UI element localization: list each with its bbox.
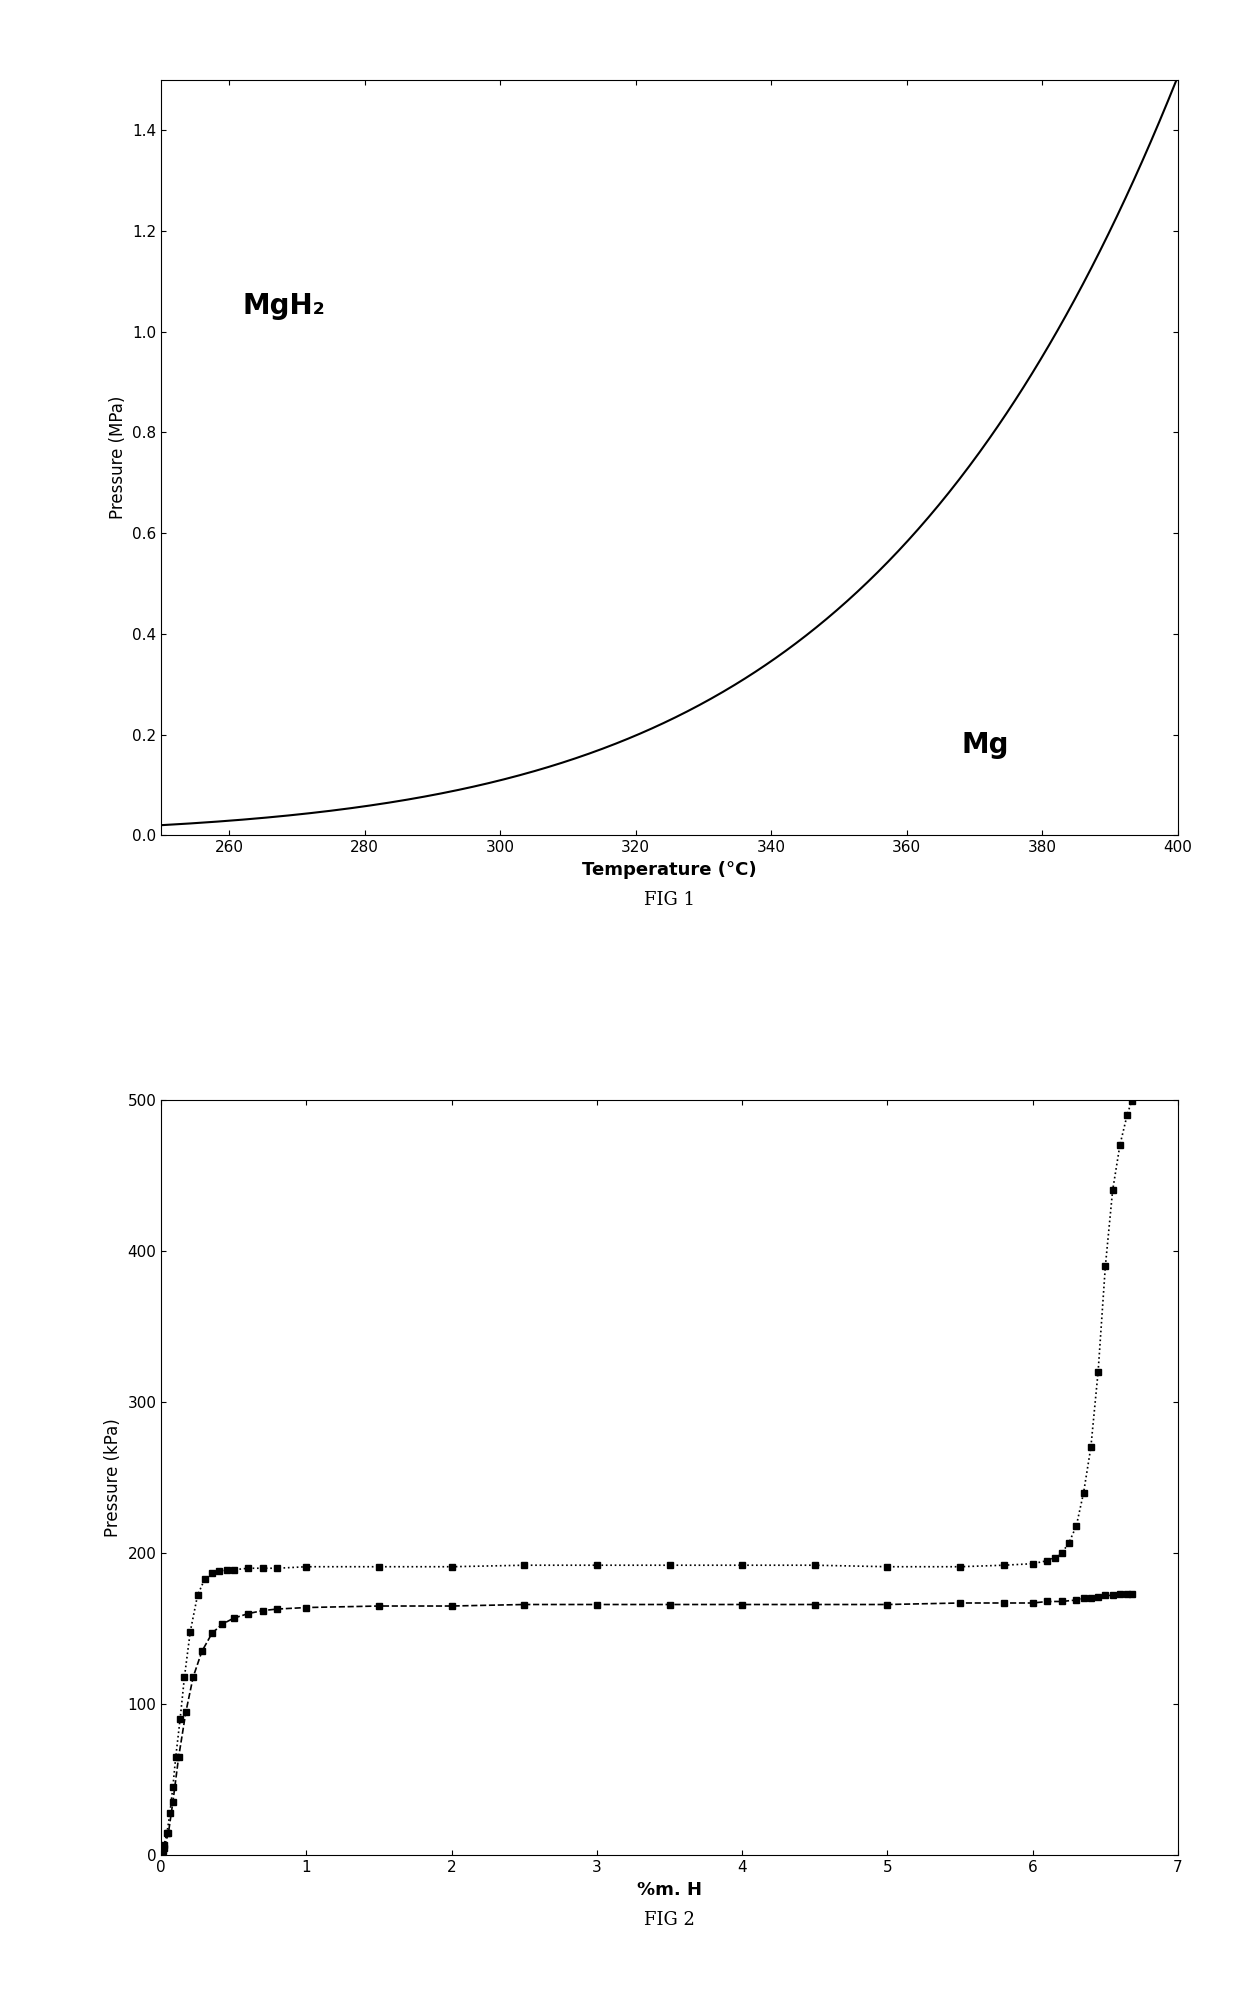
Text: Mg: Mg (961, 730, 1008, 758)
Text: FIG 1: FIG 1 (644, 892, 696, 910)
Text: FIG 2: FIG 2 (644, 1911, 696, 1929)
Y-axis label: Pressure (MPa): Pressure (MPa) (109, 395, 126, 519)
X-axis label: Temperature (°C): Temperature (°C) (583, 860, 756, 878)
X-axis label: %m. H: %m. H (637, 1881, 702, 1899)
Y-axis label: Pressure (kPa): Pressure (kPa) (104, 1418, 122, 1536)
Text: MgH₂: MgH₂ (243, 293, 325, 321)
